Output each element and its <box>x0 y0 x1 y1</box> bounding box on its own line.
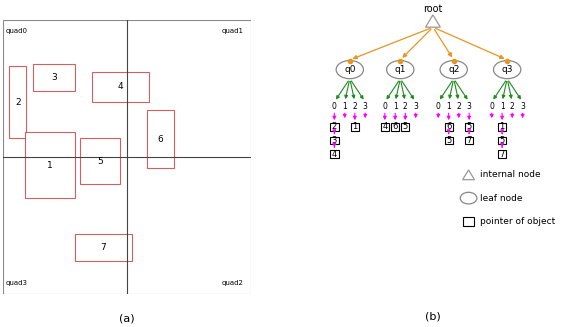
Bar <box>498 123 506 131</box>
Text: quad3: quad3 <box>5 280 27 286</box>
Bar <box>147 110 174 168</box>
Text: 1: 1 <box>447 102 451 111</box>
Text: 5: 5 <box>467 122 472 131</box>
Text: 2: 2 <box>456 102 461 111</box>
Text: 6: 6 <box>392 122 398 131</box>
Text: 1: 1 <box>500 122 505 131</box>
Text: root: root <box>423 4 443 14</box>
Text: q3: q3 <box>501 65 513 74</box>
Text: 2: 2 <box>15 97 21 107</box>
Bar <box>9 66 26 138</box>
Bar <box>80 138 119 184</box>
Text: quad2: quad2 <box>222 280 244 286</box>
Text: 5: 5 <box>500 136 505 145</box>
Bar <box>330 150 339 158</box>
Text: 3: 3 <box>467 102 472 111</box>
Text: 6: 6 <box>158 135 163 144</box>
Text: 1: 1 <box>47 161 53 170</box>
Text: 5: 5 <box>446 136 451 145</box>
Bar <box>465 123 473 131</box>
Text: quad1: quad1 <box>222 28 244 34</box>
Bar <box>381 123 389 131</box>
Text: 3: 3 <box>332 136 337 145</box>
Bar <box>391 123 399 131</box>
Text: 2: 2 <box>403 102 408 111</box>
Text: 0: 0 <box>383 102 387 111</box>
Text: q2: q2 <box>448 65 460 74</box>
Text: 3: 3 <box>413 102 418 111</box>
Text: 3: 3 <box>51 73 57 82</box>
Text: 6: 6 <box>446 122 451 131</box>
Text: 2: 2 <box>510 102 514 111</box>
Text: 3: 3 <box>520 102 525 111</box>
Bar <box>498 137 506 145</box>
Text: internal node: internal node <box>480 170 541 179</box>
Text: 7: 7 <box>500 149 505 159</box>
Text: 4: 4 <box>332 149 337 159</box>
Bar <box>444 123 453 131</box>
Bar <box>401 123 409 131</box>
Text: leaf node: leaf node <box>480 194 523 203</box>
Bar <box>330 137 339 145</box>
Text: 1: 1 <box>352 122 357 131</box>
Bar <box>33 63 75 91</box>
Bar <box>75 234 132 261</box>
Bar <box>93 72 150 102</box>
Bar <box>464 217 474 226</box>
Text: 4: 4 <box>118 82 124 92</box>
Text: 1: 1 <box>500 102 505 111</box>
Text: 7: 7 <box>100 243 106 252</box>
Text: q1: q1 <box>395 65 406 74</box>
Text: 7: 7 <box>467 136 472 145</box>
Text: 5: 5 <box>403 122 408 131</box>
Text: 1: 1 <box>343 102 347 111</box>
Bar <box>25 132 75 198</box>
Text: 4: 4 <box>382 122 388 131</box>
Text: 0: 0 <box>436 102 441 111</box>
Text: (b): (b) <box>425 312 441 322</box>
Text: (a): (a) <box>119 314 135 323</box>
Text: 5: 5 <box>97 157 103 165</box>
Text: 2: 2 <box>352 102 357 111</box>
Text: quad0: quad0 <box>5 28 27 34</box>
Text: 0: 0 <box>332 102 337 111</box>
Bar <box>444 137 453 145</box>
Text: pointer of object: pointer of object <box>480 217 556 226</box>
Bar <box>351 123 359 131</box>
Text: 1: 1 <box>393 102 397 111</box>
Text: 0: 0 <box>489 102 494 111</box>
Text: 3: 3 <box>363 102 368 111</box>
Text: q0: q0 <box>344 65 356 74</box>
Bar <box>498 150 506 158</box>
Text: 2: 2 <box>332 122 337 131</box>
Bar <box>330 123 339 131</box>
Bar <box>465 137 473 145</box>
